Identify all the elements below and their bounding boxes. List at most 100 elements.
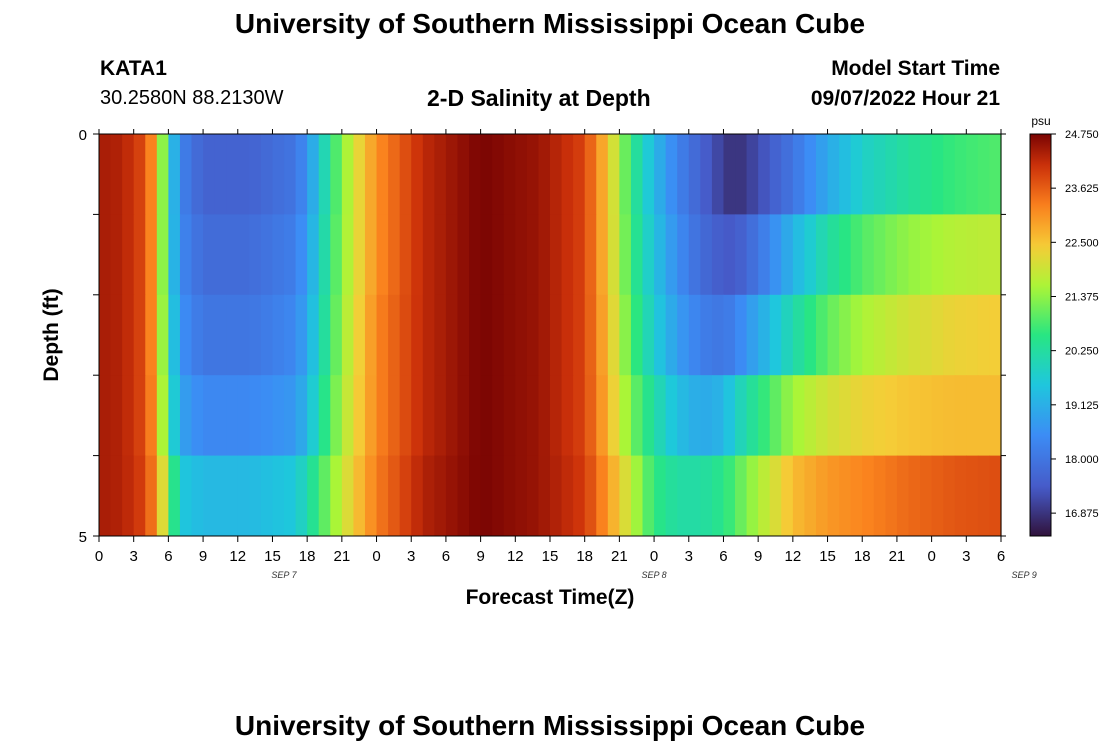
heatmap-cell — [596, 375, 609, 457]
heatmap-cell — [353, 294, 366, 376]
heatmap-cell — [422, 375, 435, 457]
heatmap-cell — [792, 134, 806, 215]
x-tick-label: 6 — [719, 548, 727, 565]
heatmap-cell — [700, 294, 713, 376]
heatmap-cell — [839, 294, 852, 376]
heatmap-cell — [99, 455, 112, 537]
heatmap-cell — [492, 214, 505, 296]
heatmap-cell — [538, 455, 551, 537]
heatmap-cell — [318, 375, 331, 457]
heatmap-cell — [815, 375, 829, 457]
heatmap-cell — [469, 134, 482, 215]
heatmap-cell — [411, 455, 424, 537]
heatmap-cell — [99, 214, 112, 296]
heatmap-cell — [885, 134, 898, 215]
heatmap-cell — [295, 375, 308, 457]
heatmap-cell — [943, 375, 956, 457]
heatmap-cell — [920, 134, 933, 215]
heatmap-cell — [781, 294, 794, 376]
heatmap-cell — [434, 375, 447, 457]
heatmap-cell — [630, 455, 644, 537]
heatmap-cell — [839, 375, 852, 457]
heatmap-cell — [376, 455, 389, 537]
x-tick-label: 3 — [407, 548, 415, 565]
heatmap-cell — [168, 134, 181, 215]
heatmap-cell — [295, 134, 308, 215]
heatmap-cell — [873, 294, 886, 376]
heatmap-cell — [110, 455, 123, 537]
heatmap-cell — [550, 294, 563, 376]
heatmap-cell — [214, 294, 227, 376]
heatmap-cell — [619, 294, 632, 376]
heatmap-cell — [492, 455, 505, 537]
heatmap-cell — [561, 214, 574, 296]
heatmap-cell — [758, 375, 771, 457]
heatmap-cell — [896, 134, 910, 215]
heatmap-cell — [654, 375, 667, 457]
heatmap-cell — [862, 455, 875, 537]
heatmap-cell — [99, 375, 112, 457]
heatmap-cell — [954, 134, 967, 215]
heatmap-cell — [353, 214, 366, 296]
heatmap-cell — [989, 134, 1002, 215]
heatmap-cell — [110, 134, 123, 215]
heatmap-cell — [364, 455, 378, 537]
heatmap-cell — [318, 134, 331, 215]
heatmap-cell — [191, 375, 204, 457]
heatmap-cell — [260, 294, 274, 376]
heatmap-cell — [862, 375, 875, 457]
heatmap-cell — [515, 134, 528, 215]
heatmap-cells — [99, 134, 1002, 537]
heatmap-cell — [931, 294, 944, 376]
heatmap-cell — [156, 214, 169, 296]
heatmap-cell — [654, 455, 667, 537]
colorbar: psu 24.750 23.625 22.500 21.375 20.250 19.125… — [1029, 114, 1099, 537]
x-tick-label: 15 — [542, 548, 559, 565]
heatmap-cell — [885, 294, 898, 376]
heatmap-cell — [503, 134, 516, 215]
heatmap-cell — [422, 294, 435, 376]
heatmap-cell — [272, 214, 285, 296]
heatmap-cell — [388, 134, 401, 215]
heatmap-cell — [469, 214, 482, 296]
heatmap-cell — [804, 294, 817, 376]
heatmap-cell — [873, 214, 886, 296]
heatmap-cell — [203, 134, 216, 215]
heatmap-cell — [873, 375, 886, 457]
heatmap-cell — [145, 134, 158, 215]
heatmap-cell — [920, 455, 933, 537]
heatmap-cell — [769, 214, 782, 296]
heatmap-cell — [284, 134, 297, 215]
heatmap-cell — [746, 214, 759, 296]
heatmap-cell — [896, 294, 910, 376]
heatmap-cell — [457, 375, 470, 457]
heatmap-cell — [561, 375, 574, 457]
heatmap-cell — [607, 455, 620, 537]
heatmap-cell — [272, 375, 285, 457]
heatmap-cell — [966, 134, 979, 215]
heatmap-cell — [758, 294, 771, 376]
heatmap-cell — [480, 375, 493, 457]
heatmap-cell — [445, 134, 459, 215]
heatmap-cell — [550, 134, 563, 215]
heatmap-cell — [896, 455, 910, 537]
x-tick-label: 12 — [785, 548, 802, 565]
heatmap-cell — [920, 375, 933, 457]
heatmap-cell — [943, 134, 956, 215]
heatmap-cell — [99, 134, 112, 215]
heatmap-cell — [688, 294, 701, 376]
x-tick-label: 15 — [819, 548, 836, 565]
heatmap-cell — [353, 134, 366, 215]
heatmap-cell — [989, 375, 1002, 457]
heatmap-cell — [168, 375, 181, 457]
heatmap-cell — [133, 294, 146, 376]
heatmap-cell — [191, 214, 204, 296]
heatmap-cell — [237, 214, 250, 296]
heatmap-cell — [792, 455, 806, 537]
heatmap-cell — [711, 134, 725, 215]
heatmap-cell — [804, 214, 817, 296]
heatmap-cell — [723, 455, 736, 537]
heatmap-cell — [769, 375, 782, 457]
heatmap-cell — [480, 134, 493, 215]
x-tick-label: 6 — [442, 548, 450, 565]
